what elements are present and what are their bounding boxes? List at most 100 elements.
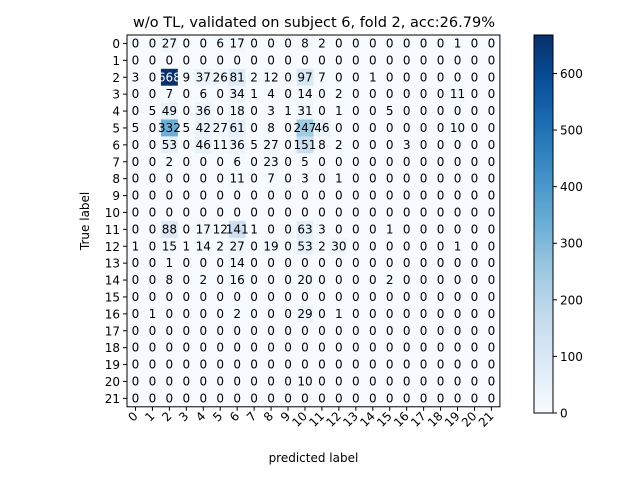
heatmap-cell: [330, 237, 348, 256]
cell-value: 0: [335, 290, 343, 304]
heatmap-cell: [364, 153, 382, 171]
cell-value: 0: [250, 36, 258, 50]
cell-value: 0: [216, 172, 224, 186]
x-tick-label: 4: [193, 409, 208, 424]
heatmap-cell: [482, 153, 501, 171]
cell-value: 0: [437, 341, 445, 355]
heatmap-cell: [347, 68, 365, 87]
colorbar-tick-label: 0: [560, 407, 568, 421]
cell-value: 0: [352, 307, 360, 321]
heatmap-cell: [482, 204, 501, 222]
cell-value: 0: [199, 36, 207, 50]
heatmap-cell: [279, 68, 297, 87]
heatmap-cell: [466, 68, 484, 87]
cell-value: 3: [318, 222, 326, 236]
heatmap-cell: [228, 339, 247, 357]
y-tick-label: 13: [105, 257, 120, 271]
heatmap-cell: [211, 68, 230, 87]
cell-value: 0: [132, 374, 140, 388]
heatmap-cell: [449, 254, 467, 272]
y-tick-label: 15: [105, 290, 120, 304]
heatmap-cell: [262, 356, 280, 374]
cell-value: 0: [437, 290, 445, 304]
heatmap-cell: [415, 373, 433, 391]
heatmap-cell: [160, 254, 179, 272]
cell-value: 0: [488, 104, 496, 118]
heatmap-cell: [330, 51, 348, 70]
heatmap-cell: [415, 51, 433, 70]
cell-value: 0: [132, 138, 140, 152]
cell-value: 0: [250, 239, 258, 253]
cell-value: 0: [420, 121, 428, 135]
heatmap-cell: [398, 271, 416, 289]
heatmap-cell: [177, 170, 196, 188]
cell-value: 27: [230, 239, 245, 253]
heatmap-cell: [347, 288, 365, 306]
heatmap-cell: [381, 35, 399, 53]
heatmap-cell: [330, 204, 348, 222]
heatmap-cell: [347, 170, 365, 188]
heatmap-cell: [228, 220, 247, 239]
cell-value: 0: [352, 391, 360, 405]
heatmap-cell: [432, 85, 450, 103]
cell-value: 0: [488, 290, 496, 304]
cell-value: 0: [454, 172, 462, 186]
cell-value: 0: [437, 104, 445, 118]
heatmap-cell: [432, 170, 450, 188]
heatmap-cell: [415, 271, 433, 289]
y-tick-label: 20: [105, 375, 120, 389]
heatmap-cell: [330, 102, 348, 120]
heatmap-cell: [415, 153, 433, 171]
cell-value: 31: [297, 104, 312, 118]
cell-value: 0: [318, 256, 326, 270]
cell-value: 0: [335, 70, 343, 84]
heatmap-cell: [398, 187, 416, 205]
heatmap-cell: [313, 237, 331, 256]
cell-value: 0: [403, 307, 411, 321]
heatmap-cell: [160, 220, 179, 239]
y-tick-label: 3: [112, 88, 120, 102]
cell-value: 0: [454, 290, 462, 304]
cell-value: 0: [437, 87, 445, 101]
cell-value: 0: [335, 324, 343, 338]
cell-value: 0: [318, 155, 326, 169]
heatmap-cell: [466, 389, 484, 408]
cell-value: 0: [284, 189, 292, 203]
heatmap-cell: [262, 153, 280, 171]
cell-value: 0: [420, 391, 428, 405]
heatmap-cell: [482, 170, 501, 188]
heatmap-cell: [347, 220, 365, 239]
cell-value: 0: [216, 374, 224, 388]
heatmap-cell: [466, 51, 484, 70]
cell-value: 0: [386, 324, 394, 338]
heatmap-cell: [279, 51, 297, 70]
cell-value: 0: [488, 358, 496, 372]
heatmap-cell: [347, 322, 365, 340]
heatmap-cell: [449, 170, 467, 188]
cell-value: 0: [488, 70, 496, 84]
cell-value: 0: [454, 391, 462, 405]
heatmap-cell: [466, 237, 484, 256]
cell-value: 0: [488, 324, 496, 338]
y-tick-label: 11: [105, 223, 120, 237]
cell-value: 0: [132, 358, 140, 372]
heatmap-cell: [194, 153, 213, 171]
heatmap-cell: [245, 220, 263, 239]
cell-value: 0: [352, 324, 360, 338]
cell-value: 0: [267, 53, 275, 67]
cell-value: 0: [284, 307, 292, 321]
heatmap-cell: [245, 136, 263, 154]
cell-value: 0: [183, 358, 191, 372]
heatmap-cell: [127, 68, 145, 87]
cell-value: 0: [420, 138, 428, 152]
cell-value: 1: [132, 239, 140, 253]
heatmap-cell: [177, 237, 196, 256]
cell-value: 0: [149, 53, 157, 67]
cell-value: 0: [369, 391, 377, 405]
cell-value: 0: [471, 121, 479, 135]
cell-value: 0: [318, 358, 326, 372]
cell-value: 0: [437, 324, 445, 338]
cell-value: 0: [166, 290, 174, 304]
heatmap-cell: [143, 136, 162, 154]
cell-value: 0: [318, 374, 326, 388]
